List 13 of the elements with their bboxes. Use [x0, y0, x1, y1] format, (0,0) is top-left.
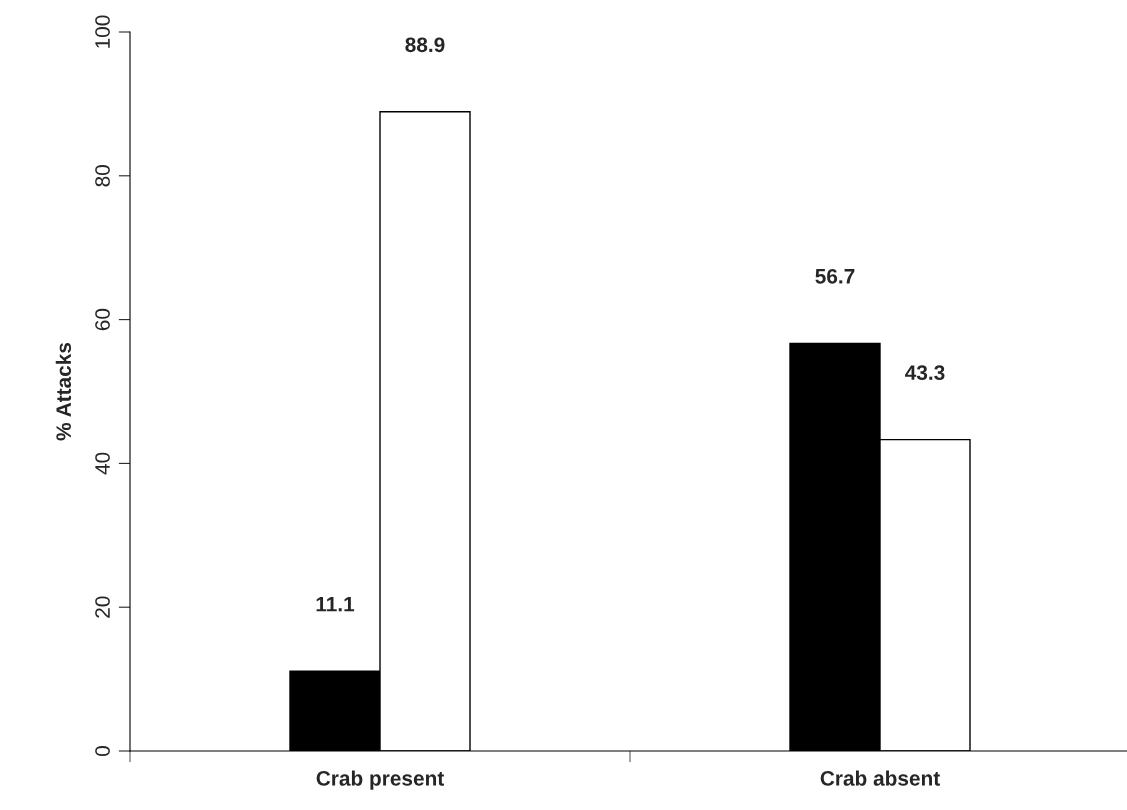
data-label: 43.3	[905, 365, 945, 381]
y-tick-label: 0	[95, 746, 110, 756]
y-tick-label: 100	[95, 15, 110, 48]
data-label: 88.9	[405, 37, 445, 53]
x-tick-label: Crab present	[316, 770, 444, 790]
data-label: 56.7	[815, 268, 855, 284]
data-label: 11.1	[316, 596, 355, 612]
y-tick-label: 60	[95, 308, 110, 331]
y-tick-label: 20	[95, 596, 110, 618]
y-axis-title: % Attacks	[55, 342, 72, 441]
y-tick-label: 80	[95, 165, 110, 187]
x-tick-label: Crab absent	[820, 770, 940, 786]
y-tick-label: 40	[95, 452, 110, 475]
